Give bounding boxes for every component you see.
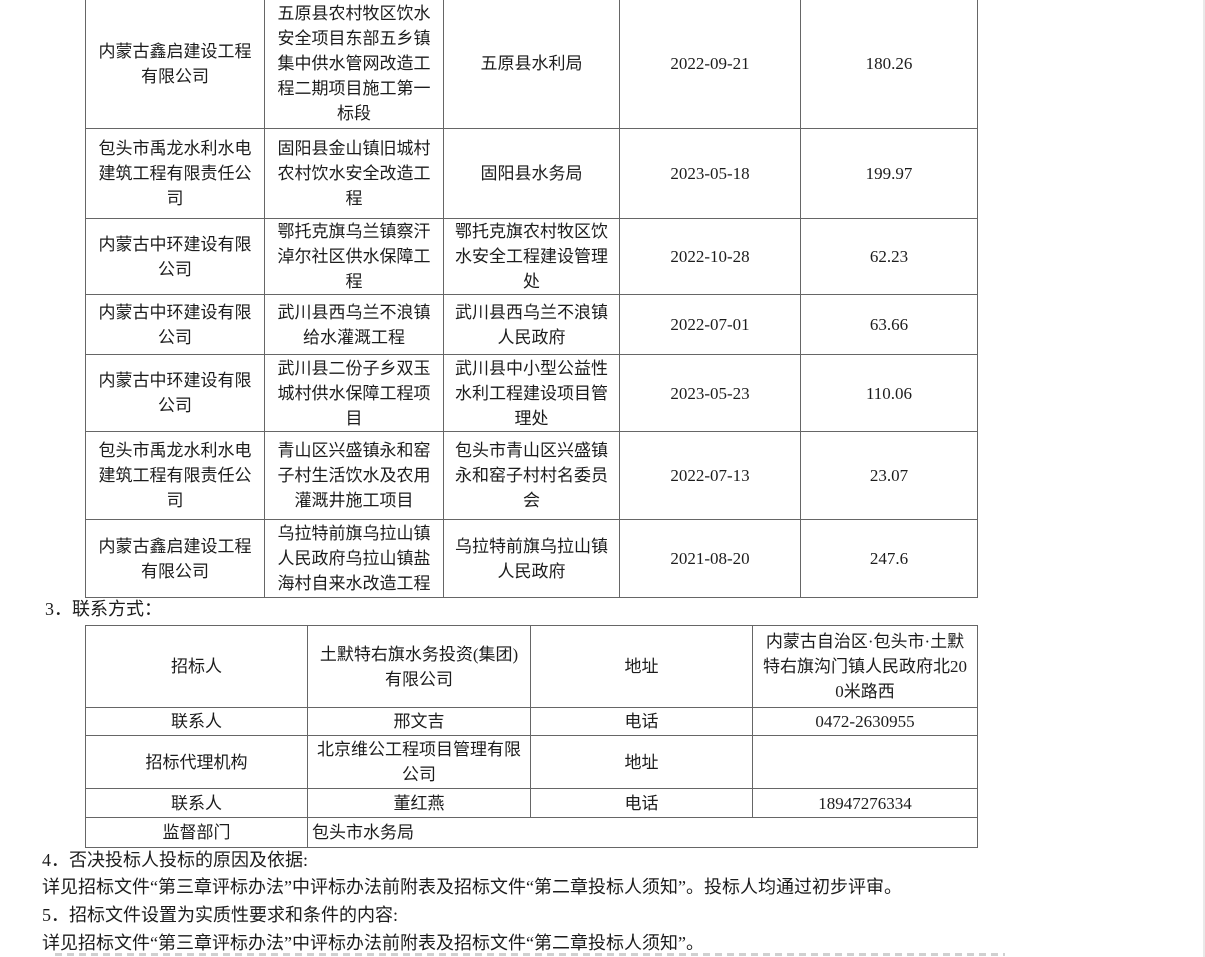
cell-company-name: 包头市禹龙水利水电建筑工程有限责任公司 xyxy=(85,128,265,219)
cell-date: 2023-05-18 xyxy=(619,128,801,219)
cell-field-value: 0472-2630955 xyxy=(752,707,978,736)
section-3-heading: 3．联系方式： xyxy=(45,599,162,619)
cell-date: 2022-10-28 xyxy=(619,218,801,295)
cell-company-name: 内蒙古中环建设有限公司 xyxy=(85,218,265,295)
cell-date: 2022-07-01 xyxy=(619,294,801,355)
section-4-text: 详见招标文件“第三章评标办法”中评标办法前附表及招标文件“第二章投标人须知”。投… xyxy=(42,877,902,897)
cell-amount: 63.66 xyxy=(800,294,978,355)
screen-right-edge xyxy=(1203,0,1205,957)
cell-client-name: 固阳县水务局 xyxy=(443,128,620,219)
performance-table: 内蒙古鑫启建设工程有限公司 五原县农村牧区饮水安全项目东部五乡镇集中供水管网改造… xyxy=(85,0,978,598)
contact-row: 联系人 董红燕 电话 18947276334 xyxy=(85,788,978,818)
cell-date: 2022-07-13 xyxy=(619,431,801,520)
cell-field-value: 内蒙古自治区·包头市·土默特右旗沟门镇人民政府北200米路西 xyxy=(752,625,978,708)
contact-table: 招标人 土默特右旗水务投资(集团)有限公司 地址 内蒙古自治区·包头市·土默特右… xyxy=(85,625,978,848)
cell-field-label: 招标代理机构 xyxy=(85,735,308,789)
performance-row: 内蒙古中环建设有限公司 武川县西乌兰不浪镇给水灌溉工程 武川县西乌兰不浪镇人民政… xyxy=(85,294,978,355)
cell-project-name: 武川县二份子乡双玉城村供水保障工程项目 xyxy=(264,354,444,432)
cell-project-name: 武川县西乌兰不浪镇给水灌溉工程 xyxy=(264,294,444,355)
contact-row: 招标代理机构 北京维公工程项目管理有限公司 地址 xyxy=(85,735,978,789)
contact-row: 招标人 土默特右旗水务投资(集团)有限公司 地址 内蒙古自治区·包头市·土默特右… xyxy=(85,625,978,708)
cell-field-label: 电话 xyxy=(530,788,753,818)
section-5-heading: 5．招标文件设置为实质性要求和条件的内容: xyxy=(42,905,398,925)
cell-field-value: 董红燕 xyxy=(307,788,531,818)
cell-field-value xyxy=(752,735,978,789)
performance-row: 包头市禹龙水利水电建筑工程有限责任公司 青山区兴盛镇永和窑子村生活饮水及农用灌溉… xyxy=(85,431,978,520)
cell-field-value: 土默特右旗水务投资(集团)有限公司 xyxy=(307,625,531,708)
cell-field-value: 北京维公工程项目管理有限公司 xyxy=(307,735,531,789)
contact-row: 监督部门 包头市水务局 xyxy=(85,817,978,848)
cell-field-label: 监督部门 xyxy=(85,817,308,848)
cell-client-name: 鄂托克旗农村牧区饮水安全工程建设管理处 xyxy=(443,218,620,295)
cell-field-value: 包头市水务局 xyxy=(307,817,978,848)
performance-row: 内蒙古中环建设有限公司 鄂托克旗乌兰镇察汗淖尔社区供水保障工程 鄂托克旗农村牧区… xyxy=(85,218,978,295)
performance-row: 内蒙古鑫启建设工程有限公司 五原县农村牧区饮水安全项目东部五乡镇集中供水管网改造… xyxy=(85,0,978,129)
cell-company-name: 内蒙古中环建设有限公司 xyxy=(85,294,265,355)
cell-client-name: 武川县西乌兰不浪镇人民政府 xyxy=(443,294,620,355)
cell-company-name: 内蒙古鑫启建设工程有限公司 xyxy=(85,0,265,129)
cell-amount: 247.6 xyxy=(800,519,978,598)
performance-row: 内蒙古鑫启建设工程有限公司 乌拉特前旗乌拉山镇人民政府乌拉山镇盐海村自来水改造工… xyxy=(85,519,978,598)
cell-field-label: 电话 xyxy=(530,707,753,736)
cell-project-name: 鄂托克旗乌兰镇察汗淖尔社区供水保障工程 xyxy=(264,218,444,295)
cell-client-name: 五原县水利局 xyxy=(443,0,620,129)
cell-amount: 62.23 xyxy=(800,218,978,295)
cell-company-name: 内蒙古中环建设有限公司 xyxy=(85,354,265,432)
cell-amount: 180.26 xyxy=(800,0,978,129)
cell-field-value: 18947276334 xyxy=(752,788,978,818)
cell-field-label: 地址 xyxy=(530,735,753,789)
cell-project-name: 五原县农村牧区饮水安全项目东部五乡镇集中供水管网改造工程二期项目施工第一标段 xyxy=(264,0,444,129)
cell-company-name: 内蒙古鑫启建设工程有限公司 xyxy=(85,519,265,598)
cell-amount: 110.06 xyxy=(800,354,978,432)
cell-project-name: 乌拉特前旗乌拉山镇人民政府乌拉山镇盐海村自来水改造工程 xyxy=(264,519,444,598)
cell-client-name: 武川县中小型公益性水利工程建设项目管理处 xyxy=(443,354,620,432)
cell-field-label: 招标人 xyxy=(85,625,308,708)
cell-date: 2022-09-21 xyxy=(619,0,801,129)
section-5-text: 详见招标文件“第三章评标办法”中评标办法前附表及招标文件“第二章投标人须知”。 xyxy=(42,933,704,953)
cell-project-name: 固阳县金山镇旧城村农村饮水安全改造工程 xyxy=(264,128,444,219)
cell-date: 2021-08-20 xyxy=(619,519,801,598)
cell-field-value: 邢文吉 xyxy=(307,707,531,736)
cell-field-label: 联系人 xyxy=(85,788,308,818)
cell-amount: 23.07 xyxy=(800,431,978,520)
cell-client-name: 乌拉特前旗乌拉山镇人民政府 xyxy=(443,519,620,598)
cell-project-name: 青山区兴盛镇永和窑子村生活饮水及农用灌溉井施工项目 xyxy=(264,431,444,520)
cell-amount: 199.97 xyxy=(800,128,978,219)
cell-date: 2023-05-23 xyxy=(619,354,801,432)
performance-row: 包头市禹龙水利水电建筑工程有限责任公司 固阳县金山镇旧城村农村饮水安全改造工程 … xyxy=(85,128,978,219)
contact-row: 联系人 邢文吉 电话 0472-2630955 xyxy=(85,707,978,736)
cell-client-name: 包头市青山区兴盛镇永和窑子村村名委员会 xyxy=(443,431,620,520)
section-4-heading: 4．否决投标人投标的原因及依据: xyxy=(42,850,308,870)
cell-company-name: 包头市禹龙水利水电建筑工程有限责任公司 xyxy=(85,431,265,520)
cell-field-label: 联系人 xyxy=(85,707,308,736)
cutoff-text-artifact xyxy=(55,953,1005,956)
cell-field-label: 地址 xyxy=(530,625,753,708)
performance-row: 内蒙古中环建设有限公司 武川县二份子乡双玉城村供水保障工程项目 武川县中小型公益… xyxy=(85,354,978,432)
